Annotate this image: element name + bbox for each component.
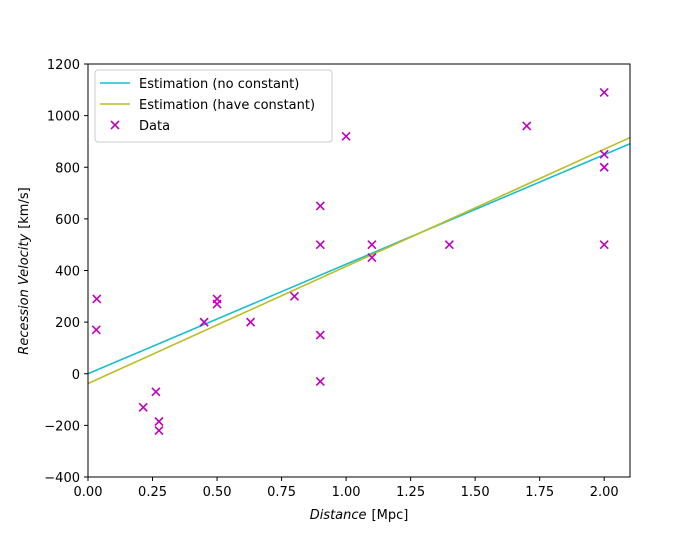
data-point — [289, 291, 300, 301]
data-point — [444, 240, 454, 250]
y-axis-label-unit: [km/s] — [17, 187, 32, 229]
series-layer — [87, 136, 631, 385]
x-axis-ticks: 0.00 0.25 0.50 0.75 1.00 1.25 1.50 1.75 2.00 — [74, 477, 619, 500]
data-point — [315, 240, 325, 250]
legend: Estimation (no constant) Estimation (hav… — [94, 69, 333, 143]
y-tick-label: −200 — [44, 419, 80, 434]
data-point — [367, 240, 377, 250]
x-tick-label: 0.75 — [267, 485, 296, 500]
legend-data-marker — [110, 120, 120, 130]
x-tick-label: 0.25 — [138, 485, 167, 500]
y-tick-label: 800 — [55, 161, 80, 176]
fit-line-1 — [87, 136, 631, 385]
x-tick-label: 0.00 — [74, 485, 103, 500]
x-tick-label: 0.50 — [203, 485, 232, 500]
x-axis-label: Distance [Mpc] — [310, 508, 409, 523]
data-point — [367, 253, 377, 263]
y-tick-label: 400 — [55, 265, 80, 280]
y-axis-label: Recession Velocity [km/s] — [17, 187, 32, 354]
data-point — [599, 240, 609, 250]
data-point — [341, 131, 351, 141]
y-tick-label: 600 — [55, 213, 80, 228]
x-tick-label: 1.50 — [461, 485, 490, 500]
data-point — [151, 387, 161, 397]
y-tick-label: 1000 — [47, 110, 80, 125]
y-axis-label-main: Recession Velocity — [17, 233, 32, 354]
legend-label-have-constant: Estimation (have constant) — [139, 98, 315, 113]
legend-box — [94, 69, 333, 143]
data-point — [315, 201, 325, 211]
legend-swatch-data — [110, 120, 120, 130]
x-tick-label: 1.75 — [525, 485, 554, 500]
y-tick-label: 200 — [55, 316, 80, 331]
fit-line-0 — [87, 143, 631, 375]
x-tick-label: 1.00 — [332, 485, 361, 500]
data-point — [599, 162, 609, 172]
x-tick-label: 2.00 — [590, 485, 619, 500]
x-tick-label: 1.25 — [396, 485, 425, 500]
data-points — [91, 87, 609, 436]
y-tick-label: 1200 — [47, 58, 80, 73]
data-point — [315, 330, 325, 340]
x-axis-label-main: Distance — [310, 508, 367, 523]
y-axis-ticks: −400 −200 0 200 400 600 800 1000 1200 — [44, 58, 88, 486]
data-point — [315, 376, 325, 387]
data-point — [91, 325, 101, 335]
data-point — [92, 294, 102, 304]
data-point — [599, 149, 609, 159]
y-tick-label: −400 — [44, 471, 80, 486]
data-point — [154, 416, 164, 427]
data-point — [199, 317, 209, 327]
legend-label-data: Data — [139, 119, 170, 134]
x-axis-label-unit: [Mpc] — [372, 508, 409, 523]
y-tick-label: 0 — [72, 368, 80, 383]
data-point — [522, 121, 532, 131]
data-point — [246, 317, 256, 327]
data-point — [599, 87, 609, 97]
data-point — [212, 299, 222, 309]
data-point — [154, 425, 164, 436]
data-point — [138, 402, 148, 412]
legend-label-no-constant: Estimation (no constant) — [139, 77, 299, 92]
